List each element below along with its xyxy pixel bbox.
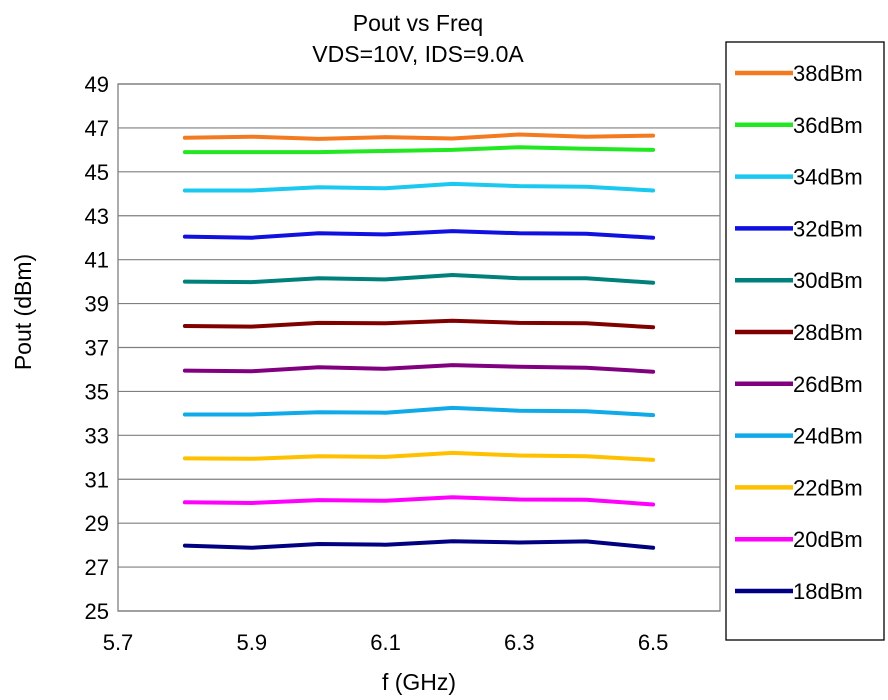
- legend-label: 22dBm: [793, 475, 863, 500]
- legend-label: 32dBm: [793, 216, 863, 241]
- series-line-30dBm: [182, 273, 656, 285]
- plot-area: [117, 83, 721, 612]
- legend-label: 26dBm: [793, 372, 863, 397]
- y-tick-label: 29: [85, 511, 109, 536]
- y-tick-label: 25: [85, 599, 109, 624]
- series-line-32dBm: [182, 229, 656, 240]
- x-tick-label: 5.7: [103, 630, 134, 655]
- legend-label: 34dBm: [793, 165, 863, 190]
- series-line-36dBm: [182, 145, 656, 155]
- chart-title: Pout vs Freq: [353, 10, 483, 36]
- y-tick-label: 35: [85, 379, 109, 404]
- y-tick-label: 41: [85, 248, 109, 273]
- y-axis-label: Pout (dBm): [10, 254, 36, 370]
- series-line-22dBm: [182, 450, 656, 462]
- x-tick-label: 6.3: [504, 630, 535, 655]
- y-tick-label: 49: [85, 72, 109, 97]
- x-axis-label: f (GHz): [382, 669, 456, 695]
- legend-label: 18dBm: [793, 579, 863, 604]
- series-line-26dBm: [182, 363, 656, 374]
- y-tick-label: 37: [85, 336, 109, 361]
- legend-label: 36dBm: [793, 113, 863, 138]
- series-line-18dBm: [182, 539, 656, 550]
- series-lines: [182, 132, 656, 550]
- chart-subtitle: VDS=10V, IDS=9.0A: [312, 41, 524, 67]
- y-tick-label: 47: [85, 116, 109, 141]
- y-axis: 49 47 45 43 41 39 37 35 33 31 29 27 25: [85, 72, 109, 624]
- y-tick-label: 27: [85, 555, 109, 580]
- y-tick-label: 33: [85, 423, 109, 448]
- series-line-34dBm: [182, 181, 656, 193]
- x-tick-label: 5.9: [236, 630, 267, 655]
- legend-label: 28dBm: [793, 320, 863, 345]
- legend-label: 30dBm: [793, 268, 863, 293]
- y-tick-label: 39: [85, 292, 109, 317]
- x-tick-label: 6.5: [638, 630, 669, 655]
- y-tick-label: 45: [85, 160, 109, 185]
- x-axis: 5.7 5.9 6.1 6.3 6.5: [103, 630, 669, 655]
- gridlines: [118, 83, 720, 612]
- series-line-38dBm: [182, 132, 656, 141]
- legend-label: 20dBm: [793, 527, 863, 552]
- y-tick-label: 31: [85, 467, 109, 492]
- series-line-20dBm: [182, 495, 656, 507]
- legend-label: 38dBm: [793, 61, 863, 86]
- legend-label: 24dBm: [793, 424, 863, 449]
- series-line-24dBm: [182, 405, 656, 418]
- x-tick-label: 6.1: [370, 630, 401, 655]
- series-line-28dBm: [182, 318, 656, 330]
- legend: 38dBm 36dBm 34dBm 32dBm 30dBm 28dBm 26dBm 24dBm…: [735, 61, 863, 604]
- y-tick-label: 43: [85, 204, 109, 229]
